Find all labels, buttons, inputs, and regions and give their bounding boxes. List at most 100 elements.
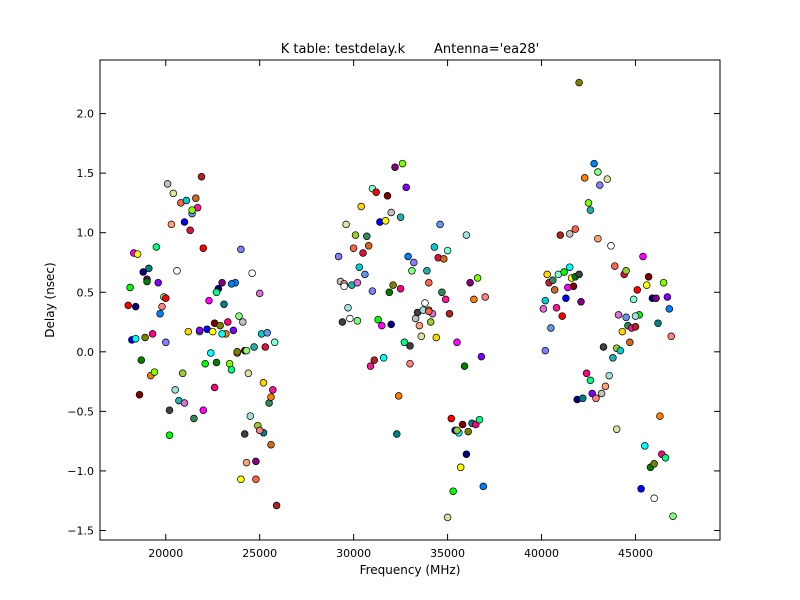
data-point xyxy=(220,300,228,308)
data-point xyxy=(201,359,209,368)
data-point xyxy=(547,324,555,332)
data-point xyxy=(267,440,275,449)
data-point xyxy=(267,393,275,401)
data-point xyxy=(443,246,452,255)
data-point xyxy=(385,288,394,297)
data-point xyxy=(475,415,484,424)
data-point xyxy=(357,202,365,211)
data-point xyxy=(661,454,670,462)
data-point xyxy=(594,234,602,243)
data-point xyxy=(162,294,170,302)
data-point xyxy=(404,252,412,261)
data-point xyxy=(387,208,395,217)
data-point xyxy=(592,394,600,403)
data-point xyxy=(639,252,647,261)
data-point xyxy=(453,426,461,435)
data-point xyxy=(410,258,418,267)
data-point xyxy=(667,332,675,341)
y-tick-label: −1.5 xyxy=(67,524,94,537)
data-point xyxy=(453,338,461,347)
data-point xyxy=(441,295,450,304)
data-point xyxy=(237,245,245,254)
data-point xyxy=(355,263,364,271)
data-point xyxy=(244,369,253,378)
data-point xyxy=(599,343,608,351)
data-point xyxy=(199,406,208,414)
data-point xyxy=(227,365,236,374)
data-point xyxy=(188,206,196,214)
x-tick-label: 45000 xyxy=(618,547,653,560)
data-point xyxy=(609,354,617,362)
data-point xyxy=(361,270,369,279)
data-point xyxy=(408,267,416,275)
data-point xyxy=(594,168,602,176)
data-point xyxy=(571,225,580,233)
data-point xyxy=(396,213,405,221)
data-point xyxy=(363,232,371,241)
data-point xyxy=(626,338,634,347)
data-point xyxy=(541,296,550,305)
data-point xyxy=(596,181,604,189)
data-point xyxy=(186,226,194,235)
data-point xyxy=(173,267,181,275)
data-point xyxy=(582,369,591,378)
data-point xyxy=(406,359,414,368)
data-point xyxy=(577,298,585,306)
data-point xyxy=(575,78,583,87)
data-point xyxy=(197,172,206,181)
data-point xyxy=(633,286,642,294)
data-point xyxy=(447,414,456,423)
data-point xyxy=(477,352,486,361)
data-point xyxy=(207,349,215,357)
data-point xyxy=(259,379,268,387)
data-point xyxy=(379,354,388,362)
data-point xyxy=(650,494,658,503)
y-tick-label: −1.0 xyxy=(67,465,94,478)
data-point xyxy=(398,159,407,168)
data-point xyxy=(440,255,448,263)
data-point xyxy=(178,369,187,378)
data-point xyxy=(169,189,178,198)
data-point xyxy=(270,338,279,347)
data-point xyxy=(612,425,621,433)
data-point xyxy=(351,231,360,239)
data-point xyxy=(218,278,226,287)
data-point xyxy=(402,183,410,192)
y-tick-label: 2.0 xyxy=(77,108,95,121)
data-point xyxy=(143,277,151,286)
data-point xyxy=(466,278,474,287)
data-point xyxy=(669,512,677,520)
data-point xyxy=(372,188,380,196)
data-point xyxy=(240,430,249,438)
data-point xyxy=(190,414,198,423)
data-point xyxy=(182,196,191,205)
data-point xyxy=(415,321,424,330)
data-point xyxy=(449,487,457,495)
data-point xyxy=(558,312,566,320)
data-point xyxy=(543,270,551,279)
data-point xyxy=(195,326,204,335)
data-point xyxy=(443,513,452,522)
data-point xyxy=(393,430,401,438)
data-point xyxy=(349,244,358,252)
data-point xyxy=(165,406,174,414)
data-point xyxy=(438,288,446,297)
data-point xyxy=(342,220,350,229)
data-point xyxy=(579,394,587,403)
data-point xyxy=(426,318,435,326)
data-point xyxy=(601,382,610,391)
data-point xyxy=(137,356,146,364)
data-point xyxy=(622,313,630,322)
data-point xyxy=(252,457,260,466)
data-point xyxy=(124,301,132,310)
data-point xyxy=(650,460,658,468)
data-point xyxy=(562,294,570,302)
data-point xyxy=(131,334,140,343)
axis-ticks: 20000 25000 30000 35000 40000 45000 −1.5 −1.0 −0… xyxy=(67,60,720,560)
data-point xyxy=(569,282,578,291)
data-point xyxy=(353,278,362,287)
data-point xyxy=(233,348,241,356)
data-point xyxy=(192,194,200,202)
data-point xyxy=(131,302,140,311)
data-point xyxy=(603,175,612,183)
